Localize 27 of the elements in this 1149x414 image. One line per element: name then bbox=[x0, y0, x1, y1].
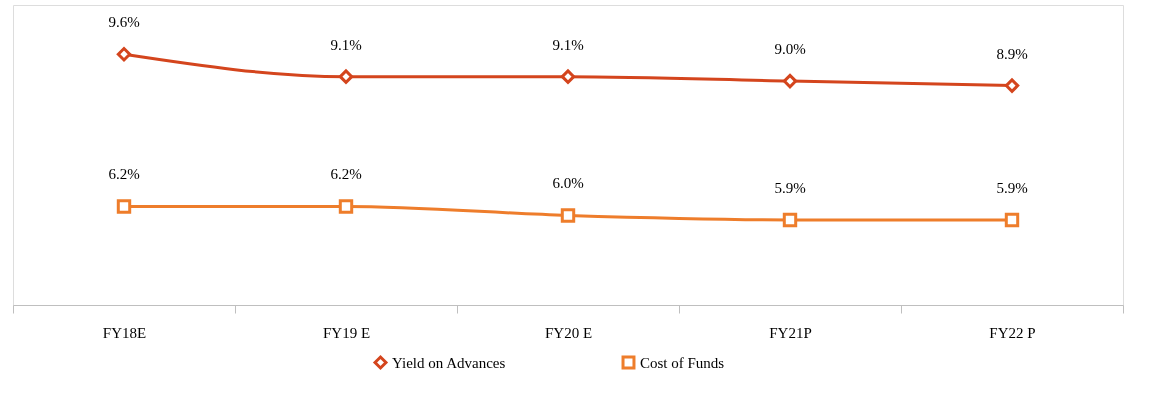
data-label: 5.9% bbox=[774, 179, 806, 196]
point bbox=[338, 69, 354, 84]
data-label: 6.0% bbox=[552, 175, 584, 192]
legend-label: Yield on Advances bbox=[392, 354, 506, 371]
point bbox=[560, 69, 576, 84]
legend-label: Cost of Funds bbox=[640, 354, 725, 371]
x-tick-label: FY19 E bbox=[322, 324, 371, 341]
data-label: 5.9% bbox=[996, 179, 1028, 196]
point bbox=[1004, 78, 1020, 93]
x-tick-label: FY22 P bbox=[989, 324, 1036, 341]
point bbox=[782, 73, 798, 89]
data-label: 9.1% bbox=[552, 36, 584, 53]
point bbox=[560, 208, 576, 223]
data-label: 8.9% bbox=[996, 45, 1028, 62]
data-label: 9.6% bbox=[108, 14, 140, 31]
x-tick-label: FY21P bbox=[769, 324, 812, 341]
point bbox=[116, 47, 132, 62]
x-tick-label: FY18E bbox=[102, 324, 147, 341]
data-label: 6.2% bbox=[330, 166, 362, 183]
point bbox=[1004, 212, 1020, 228]
x-tick-label: FY20 E bbox=[544, 324, 593, 341]
data-label: 6.2% bbox=[108, 166, 140, 183]
point bbox=[116, 199, 132, 214]
data-label: 9.1% bbox=[330, 36, 362, 53]
point bbox=[338, 199, 354, 214]
point bbox=[782, 212, 798, 228]
data-label: 9.0% bbox=[774, 41, 806, 58]
